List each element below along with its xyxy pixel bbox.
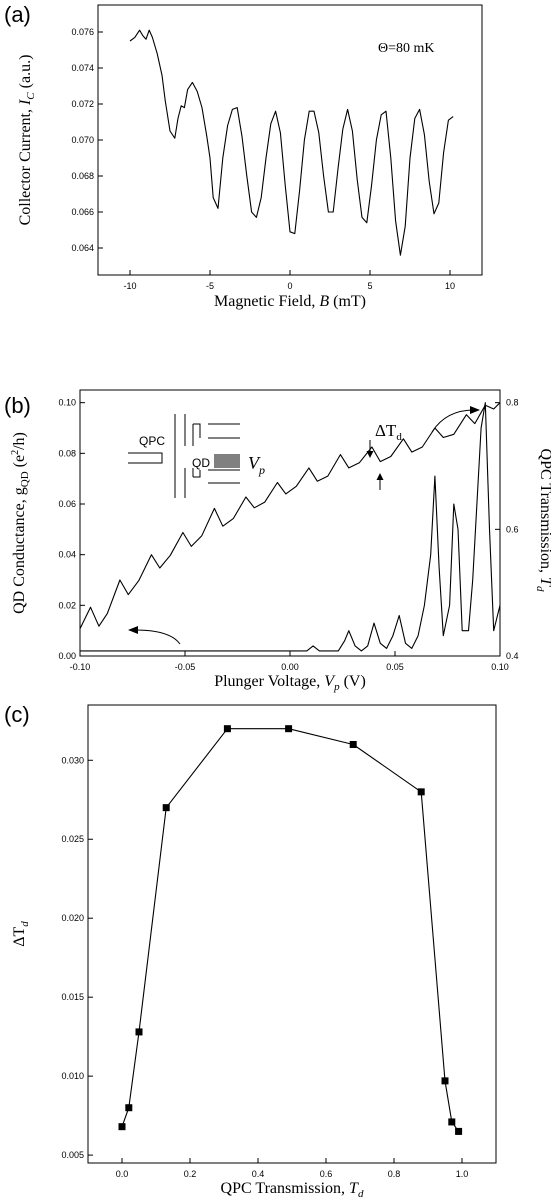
panel-b-letter: (b) (4, 393, 31, 418)
y-tick-label: 0.030 (61, 755, 84, 765)
panel-b-right-axis-arrow (431, 406, 480, 433)
panel-b-y2-axis-title: QPC Transmission, Td (534, 449, 551, 592)
panel-b-x-axis-title: Plunger Voltage, Vp (V) (214, 673, 366, 693)
y-tick-label: 0.010 (61, 1071, 84, 1081)
y-tick-label: 0.025 (61, 834, 84, 844)
y-tick-label: 0.00 (58, 651, 76, 661)
x-tick-label: -0.10 (70, 662, 91, 672)
data-point (125, 1104, 133, 1112)
x-tick-label: 10 (445, 281, 455, 291)
data-point (135, 1028, 143, 1036)
qd-leads (208, 423, 240, 484)
panel-b-y-ticks: 0.00 0.02 0.04 0.06 0.08 0.10 (58, 398, 85, 661)
qd-gates (193, 423, 201, 478)
y2-tick-label: 0.4 (506, 651, 519, 661)
y-tick-label: 0.020 (61, 913, 84, 923)
panel-b-qpc-transmission-curve (79, 402, 501, 630)
y-tick-label: 0.076 (71, 27, 94, 37)
panel-c: (c) 0.0 0.2 0.4 0.6 0.8 1.0 0.0050.0100.0150.… (4, 702, 497, 1200)
panel-c-points (118, 725, 463, 1135)
panel-b-left-axis-arrow (128, 626, 181, 645)
y-tick-label: 0.08 (58, 448, 76, 458)
panel-b-y2-ticks: 0.4 0.6 0.8 (495, 398, 519, 661)
panel-b-delta-arrows (366, 440, 384, 490)
y-tick-label: 0.068 (71, 171, 94, 181)
panel-a-y-ticks: 0.064 0.066 0.068 0.070 0.072 0.074 0.076 (71, 27, 103, 253)
panel-b-y-axis-title: QD Conductance, gQD (e2/h) (10, 432, 31, 614)
data-point (285, 725, 293, 733)
panel-a-collector-current-curve (129, 29, 454, 256)
data-point (223, 725, 231, 733)
panel-c-x-axis-title: QPC Transmission, Td (221, 1180, 364, 1200)
y-tick-label: 0.005 (61, 1150, 84, 1160)
x-tick-label: -0.05 (175, 662, 196, 672)
x-tick-label: -10 (123, 281, 136, 291)
x-tick-label: 5 (367, 281, 372, 291)
x-tick-label: 0.6 (320, 1169, 333, 1179)
x-tick-label: 0.8 (388, 1169, 401, 1179)
panel-c-y-ticks: 0.005 0.010 0.015 0.020 0.025 0.030 (61, 755, 93, 1160)
panel-a-x-ticks: -10 -5 0 5 10 (123, 270, 455, 291)
x-tick-label: 0 (287, 281, 292, 291)
x-tick-label: -5 (206, 281, 214, 291)
y-tick-label: 0.064 (71, 243, 94, 253)
y-tick-label: 0.06 (58, 499, 76, 509)
panel-a-temperature-annotation: Θ=80 mK (378, 41, 435, 56)
y-tick-label: 0.02 (58, 600, 76, 610)
panel-c-frame (87, 704, 497, 1164)
y2-tick-label: 0.8 (506, 398, 519, 408)
data-point (455, 1127, 463, 1135)
data-point (441, 1077, 449, 1085)
y-tick-label: 0.070 (71, 135, 94, 145)
x-tick-label: 0.00 (281, 662, 299, 672)
panel-c-letter: (c) (4, 702, 30, 727)
panel-a-x-axis-title: Magnetic Field, B (mT) (214, 293, 366, 310)
data-point (448, 1118, 456, 1126)
panel-b-qd-conductance-curve (80, 402, 501, 652)
y-tick-label: 0.10 (58, 398, 76, 408)
x-tick-label: 1.0 (456, 1169, 469, 1179)
x-tick-label: 0.4 (252, 1169, 265, 1179)
panel-a-y-axis-title: Collector Current, IC (a.u.) (17, 55, 37, 226)
qpc-left-gate (128, 452, 163, 464)
panel-c-y-axis-title: ΔTd (11, 921, 31, 947)
panel-b-x-ticks: -0.10 -0.05 0.00 0.05 0.10 (70, 651, 509, 672)
panel-b-device-schematic: QPC QD Vp (128, 414, 265, 498)
panel-c-x-ticks: 0.0 0.2 0.4 0.6 0.8 1.0 (116, 1158, 469, 1179)
panel-c-delta-t-line (121, 728, 460, 1132)
x-tick-label: 0.05 (386, 662, 404, 672)
y-tick-label: 0.072 (71, 99, 94, 109)
plunger-gate (214, 454, 240, 468)
data-point (118, 1123, 126, 1131)
data-point (349, 740, 357, 748)
y-tick-label: 0.066 (71, 207, 94, 217)
panel-b: (b) -0.10 -0.05 0.00 0.05 0.10 0.000.020.040… (4, 389, 551, 693)
x-tick-label: 0.10 (491, 662, 509, 672)
y-tick-label: 0.04 (58, 550, 76, 560)
y2-tick-label: 0.6 (506, 524, 519, 534)
panel-a-letter: (a) (4, 2, 31, 27)
data-point (417, 788, 425, 796)
data-point (162, 804, 170, 812)
panel-b-delta-label: ΔTd (375, 421, 402, 443)
panel-a: (a) -10 -5 0 5 10 0.0640.0660.0680.0700.0720… (4, 2, 483, 310)
x-tick-label: 0.2 (184, 1169, 197, 1179)
inset-plunger-label: Vp (248, 453, 265, 477)
y-tick-label: 0.015 (61, 992, 84, 1002)
y-tick-label: 0.074 (71, 63, 94, 73)
inset-qd-label: QD (192, 456, 210, 470)
x-tick-label: 0.0 (116, 1169, 129, 1179)
inset-qpc-label: QPC (139, 434, 165, 448)
